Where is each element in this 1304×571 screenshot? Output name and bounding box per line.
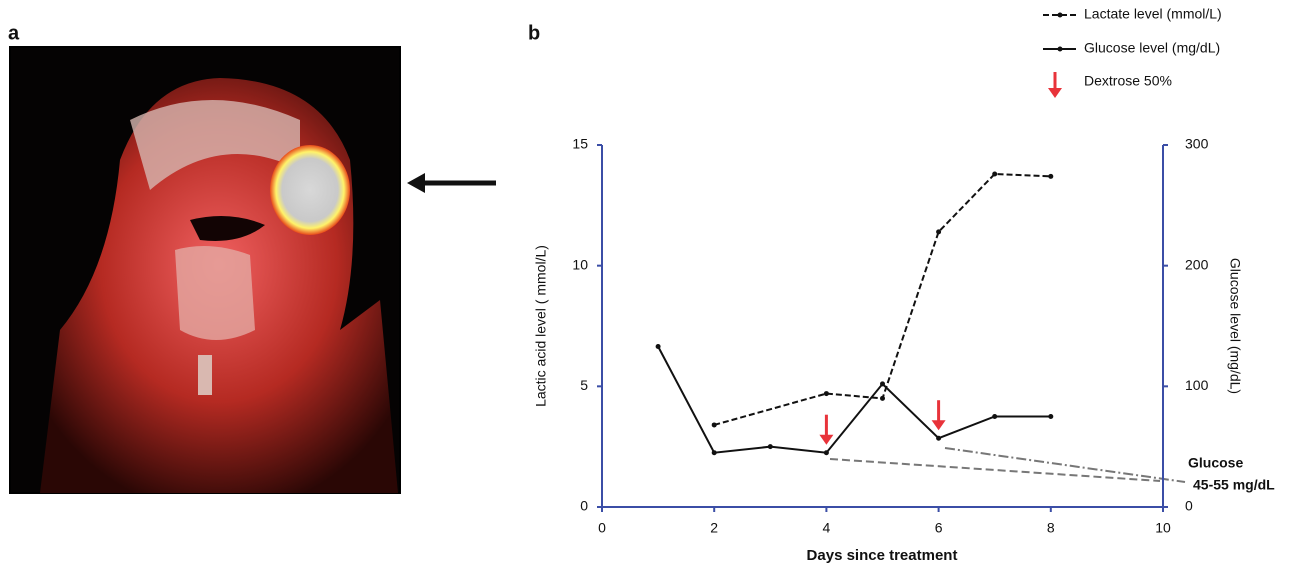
point: [768, 444, 773, 449]
y2-tick-label: 100: [1185, 377, 1209, 393]
x-tick-label: 2: [710, 520, 718, 536]
figure: a b Days since treatment Lactic acid lev…: [0, 0, 1304, 571]
y2-axis-label: Glucose level (mg/dL): [1227, 258, 1243, 394]
annotation-guides: [830, 448, 1185, 482]
annotation: Glucose: [1188, 455, 1243, 471]
series-line: [714, 174, 1051, 425]
y-tick-label: 15: [572, 136, 588, 152]
series-line: [658, 347, 1051, 453]
x-tick-label: 0: [598, 520, 606, 536]
y2-tick-label: 0: [1185, 498, 1193, 514]
point: [712, 422, 717, 427]
point: [824, 450, 829, 455]
y2-tick-label: 300: [1185, 136, 1209, 152]
legend-arrow-head: [1048, 88, 1062, 98]
legend-marker: [1058, 47, 1063, 52]
y-tick-label: 0: [580, 498, 588, 514]
y-axis-label: Lactic acid level ( mmol/L): [533, 245, 549, 407]
point: [880, 396, 885, 401]
point: [824, 391, 829, 396]
x-tick-label: 8: [1047, 520, 1055, 536]
point: [936, 229, 941, 234]
legend-label: Dextrose 50%: [1084, 73, 1172, 89]
y2-tick-label: 200: [1185, 256, 1209, 272]
point: [936, 436, 941, 441]
point: [712, 450, 717, 455]
legend-label: Lactate level (mmol/L): [1084, 6, 1222, 22]
y-tick-label: 10: [572, 256, 588, 272]
panel-label: a: [8, 22, 20, 44]
point: [992, 171, 997, 176]
panel-label: b: [528, 22, 540, 44]
event-arrow-head: [932, 420, 946, 430]
annotation: 45-55 mg/dL: [1193, 477, 1275, 493]
x-tick-label: 10: [1155, 520, 1171, 536]
pointer-arrow: [407, 173, 496, 193]
x-tick-label: 4: [823, 520, 831, 536]
point: [1048, 174, 1053, 179]
legend-label: Glucose level (mg/dL): [1084, 40, 1220, 56]
point: [992, 414, 997, 419]
y-tick-label: 5: [580, 377, 588, 393]
scan-image: [10, 47, 400, 493]
point: [880, 381, 885, 386]
x-tick-label: 6: [935, 520, 943, 536]
event-arrow-head: [819, 435, 833, 445]
legend-marker: [1058, 13, 1063, 18]
point: [1048, 414, 1053, 419]
point: [656, 344, 661, 349]
x-axis-label: Days since treatment: [807, 547, 958, 564]
